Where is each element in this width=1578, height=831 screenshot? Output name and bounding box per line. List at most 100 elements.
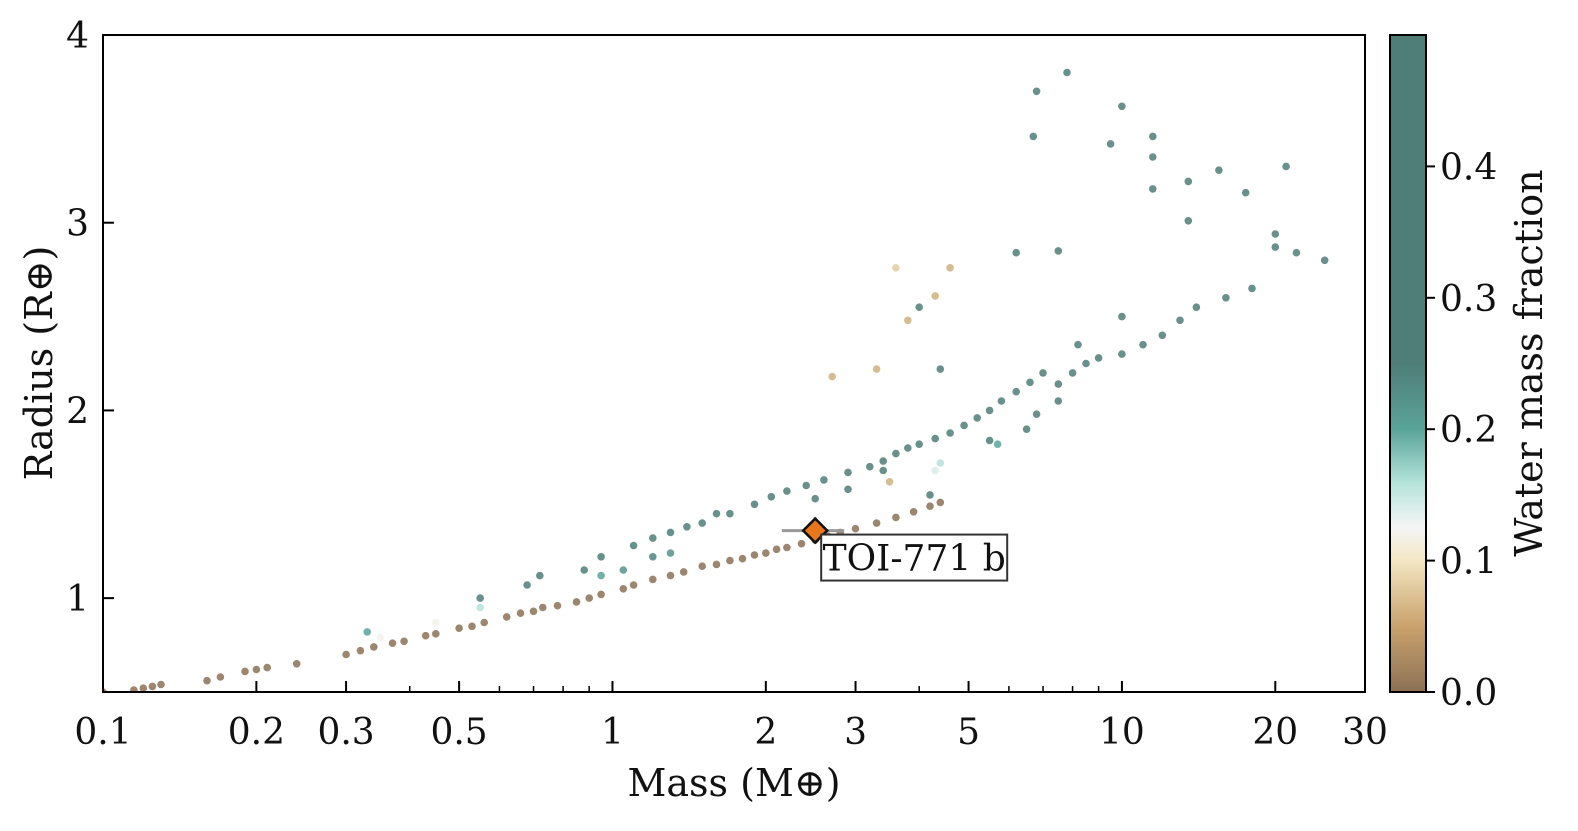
scatter-point bbox=[892, 449, 900, 458]
scatter-point bbox=[1149, 132, 1157, 141]
scatter-point bbox=[553, 601, 562, 610]
scatter-point bbox=[783, 543, 791, 552]
scatter-point bbox=[892, 264, 900, 272]
scatter-point bbox=[946, 429, 954, 437]
scatter-point bbox=[797, 539, 806, 548]
scatter-point bbox=[997, 397, 1006, 405]
scatter-point bbox=[985, 406, 994, 415]
scatter-point bbox=[879, 457, 887, 465]
scatter-point bbox=[683, 523, 691, 531]
highlight-layer: TOI-771 b bbox=[781, 516, 1009, 582]
colorbar-axis: 0.0 0.1 0.2 0.3 0.4 bbox=[1426, 147, 1497, 714]
scatter-point bbox=[1074, 340, 1082, 349]
scatter-point bbox=[502, 613, 511, 621]
scatter-points bbox=[103, 68, 1329, 692]
scatter-point bbox=[400, 637, 408, 646]
scatter-point bbox=[1029, 132, 1038, 141]
x-tick-label: 10 bbox=[1099, 712, 1145, 753]
y-tick-label: 3 bbox=[66, 204, 89, 245]
scatter-point bbox=[872, 365, 881, 373]
scatter-point bbox=[572, 598, 581, 606]
scatter-point bbox=[388, 639, 397, 647]
scatter-point bbox=[1106, 140, 1115, 148]
scatter-point bbox=[1118, 350, 1126, 358]
scatter-point bbox=[726, 556, 734, 565]
x-axis-label: Mass (M⊕) bbox=[627, 761, 840, 805]
scatter-point bbox=[767, 493, 776, 501]
scatter-point bbox=[1094, 354, 1103, 362]
scatter-point bbox=[783, 487, 791, 495]
colorbar bbox=[1389, 34, 1427, 693]
scatter-point bbox=[148, 682, 157, 691]
scatter-point bbox=[844, 468, 852, 477]
scatter-point bbox=[726, 509, 734, 518]
scatter-point bbox=[946, 264, 954, 272]
scatter-point bbox=[698, 562, 706, 570]
x-tick-label: 5 bbox=[957, 712, 980, 753]
scatter-point bbox=[1292, 248, 1301, 257]
scatter-point bbox=[529, 607, 538, 616]
y-tick-label: 2 bbox=[66, 391, 89, 432]
scatter-point bbox=[960, 421, 968, 430]
scatter-point bbox=[480, 618, 489, 627]
scatter-point bbox=[931, 466, 939, 475]
scatter-point bbox=[619, 585, 628, 593]
scatter-point bbox=[139, 684, 148, 692]
scatter-point bbox=[1118, 102, 1126, 111]
scatter-point bbox=[926, 502, 934, 511]
scatter-point bbox=[738, 554, 747, 563]
annotation-label: TOI-771 b bbox=[823, 539, 1006, 580]
scatter-point bbox=[993, 440, 1002, 449]
x-tick-label: 2 bbox=[754, 712, 777, 753]
scatter-point bbox=[904, 316, 912, 325]
scatter-point bbox=[931, 434, 939, 443]
scatter-point bbox=[698, 519, 706, 527]
scatter-point bbox=[580, 566, 588, 574]
scatter-point bbox=[1248, 284, 1256, 293]
scatter-point bbox=[1032, 87, 1041, 96]
scatter-point bbox=[712, 560, 721, 569]
scatter-point bbox=[712, 509, 721, 518]
scatter-point bbox=[679, 568, 688, 576]
scatter-point bbox=[241, 667, 249, 676]
scatter-point bbox=[476, 594, 485, 602]
scatter-point bbox=[1222, 294, 1230, 302]
scatter-point bbox=[649, 553, 657, 561]
scatter-point bbox=[455, 624, 463, 632]
scatter-point bbox=[432, 618, 440, 627]
scatter-point bbox=[523, 581, 531, 589]
scatter-point bbox=[1022, 425, 1031, 434]
scatter-point bbox=[292, 660, 301, 668]
scatter-point bbox=[1241, 188, 1250, 197]
x-axis: 0.1 0.2 0.3 0.5 1 2 3 5 10 20 30 bbox=[74, 681, 1388, 753]
scatter-point bbox=[342, 650, 350, 659]
scatter-point bbox=[629, 541, 638, 550]
colorbar-tick-label: 0.3 bbox=[1440, 279, 1497, 320]
scatter-point bbox=[1054, 380, 1063, 388]
x-tick-label: 1 bbox=[601, 712, 624, 753]
scatter-point bbox=[130, 686, 138, 692]
scatter-point bbox=[1271, 230, 1280, 238]
plot-frame bbox=[102, 34, 1366, 693]
scatter-point bbox=[421, 631, 430, 640]
scatter-point bbox=[1158, 331, 1167, 340]
scatter-point bbox=[936, 365, 945, 373]
scatter-point bbox=[820, 476, 828, 484]
scatter-point bbox=[936, 459, 945, 467]
scatter-point bbox=[1282, 162, 1290, 171]
x-tick-label: 0.2 bbox=[228, 712, 285, 753]
scatter-point bbox=[356, 646, 365, 655]
scatter-point bbox=[844, 485, 852, 494]
scatter-point bbox=[750, 500, 759, 509]
scatter-point bbox=[1320, 256, 1329, 265]
scatter-point bbox=[866, 462, 874, 471]
scatter-point bbox=[666, 571, 675, 580]
scatter-point bbox=[892, 513, 900, 522]
scatter-point bbox=[203, 676, 211, 685]
x-tick-label: 0.5 bbox=[430, 712, 487, 753]
scatter-point bbox=[649, 575, 657, 584]
scatter-point bbox=[1032, 410, 1041, 419]
scatter-point bbox=[926, 491, 934, 499]
scatter-point bbox=[1012, 387, 1020, 396]
